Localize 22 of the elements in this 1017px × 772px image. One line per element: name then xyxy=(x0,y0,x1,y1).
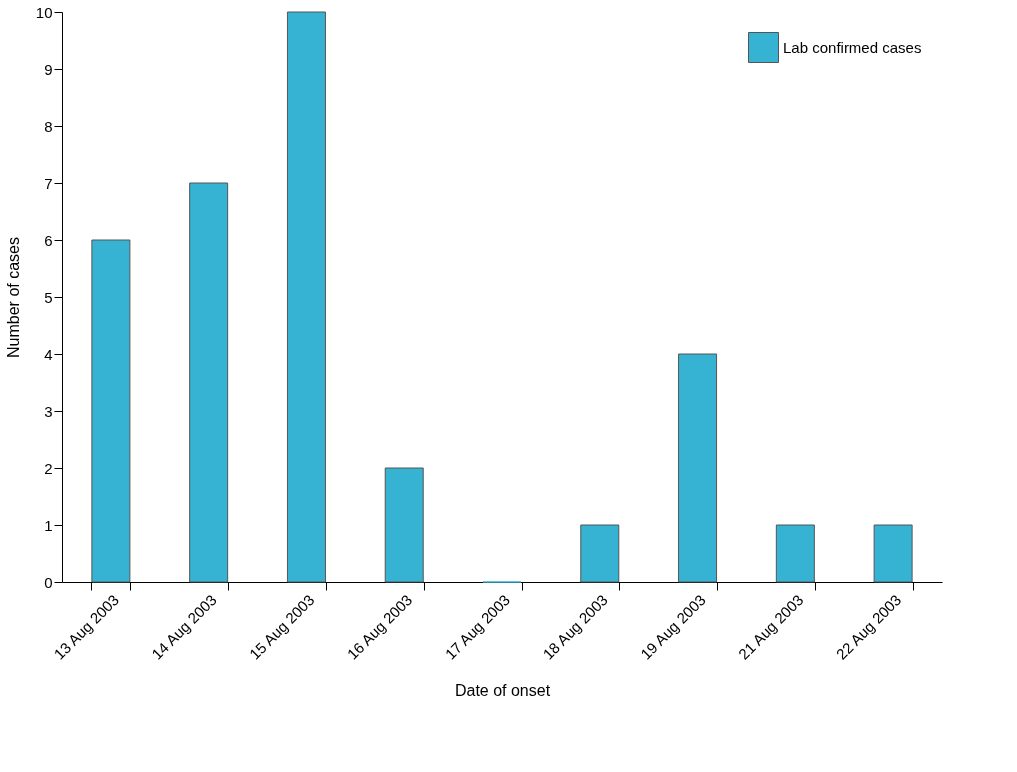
y-tick-label: 1 xyxy=(44,516,53,534)
bar xyxy=(873,524,913,583)
y-tick-label: 6 xyxy=(44,231,53,249)
y-tick-label: 4 xyxy=(44,345,53,363)
bar xyxy=(91,239,131,583)
x-axis-title: Date of onset xyxy=(454,682,551,700)
bar xyxy=(580,524,620,583)
bar xyxy=(286,11,326,583)
y-axis-title: Number of cases xyxy=(4,237,22,358)
y-tick-label: 8 xyxy=(44,117,53,135)
y-tick-label: 2 xyxy=(44,459,53,477)
bar xyxy=(384,467,424,583)
y-tick-label: 9 xyxy=(44,60,53,78)
y-tick-label: 7 xyxy=(44,174,53,192)
bar xyxy=(189,182,229,583)
y-tick-label: 10 xyxy=(35,3,53,21)
legend-label: Lab confirmed cases xyxy=(783,38,922,56)
y-tick-label: 5 xyxy=(44,288,53,306)
y-tick-label: 3 xyxy=(44,402,53,420)
bar xyxy=(775,524,815,583)
bar xyxy=(678,353,718,583)
y-tick-label: 0 xyxy=(44,573,53,591)
